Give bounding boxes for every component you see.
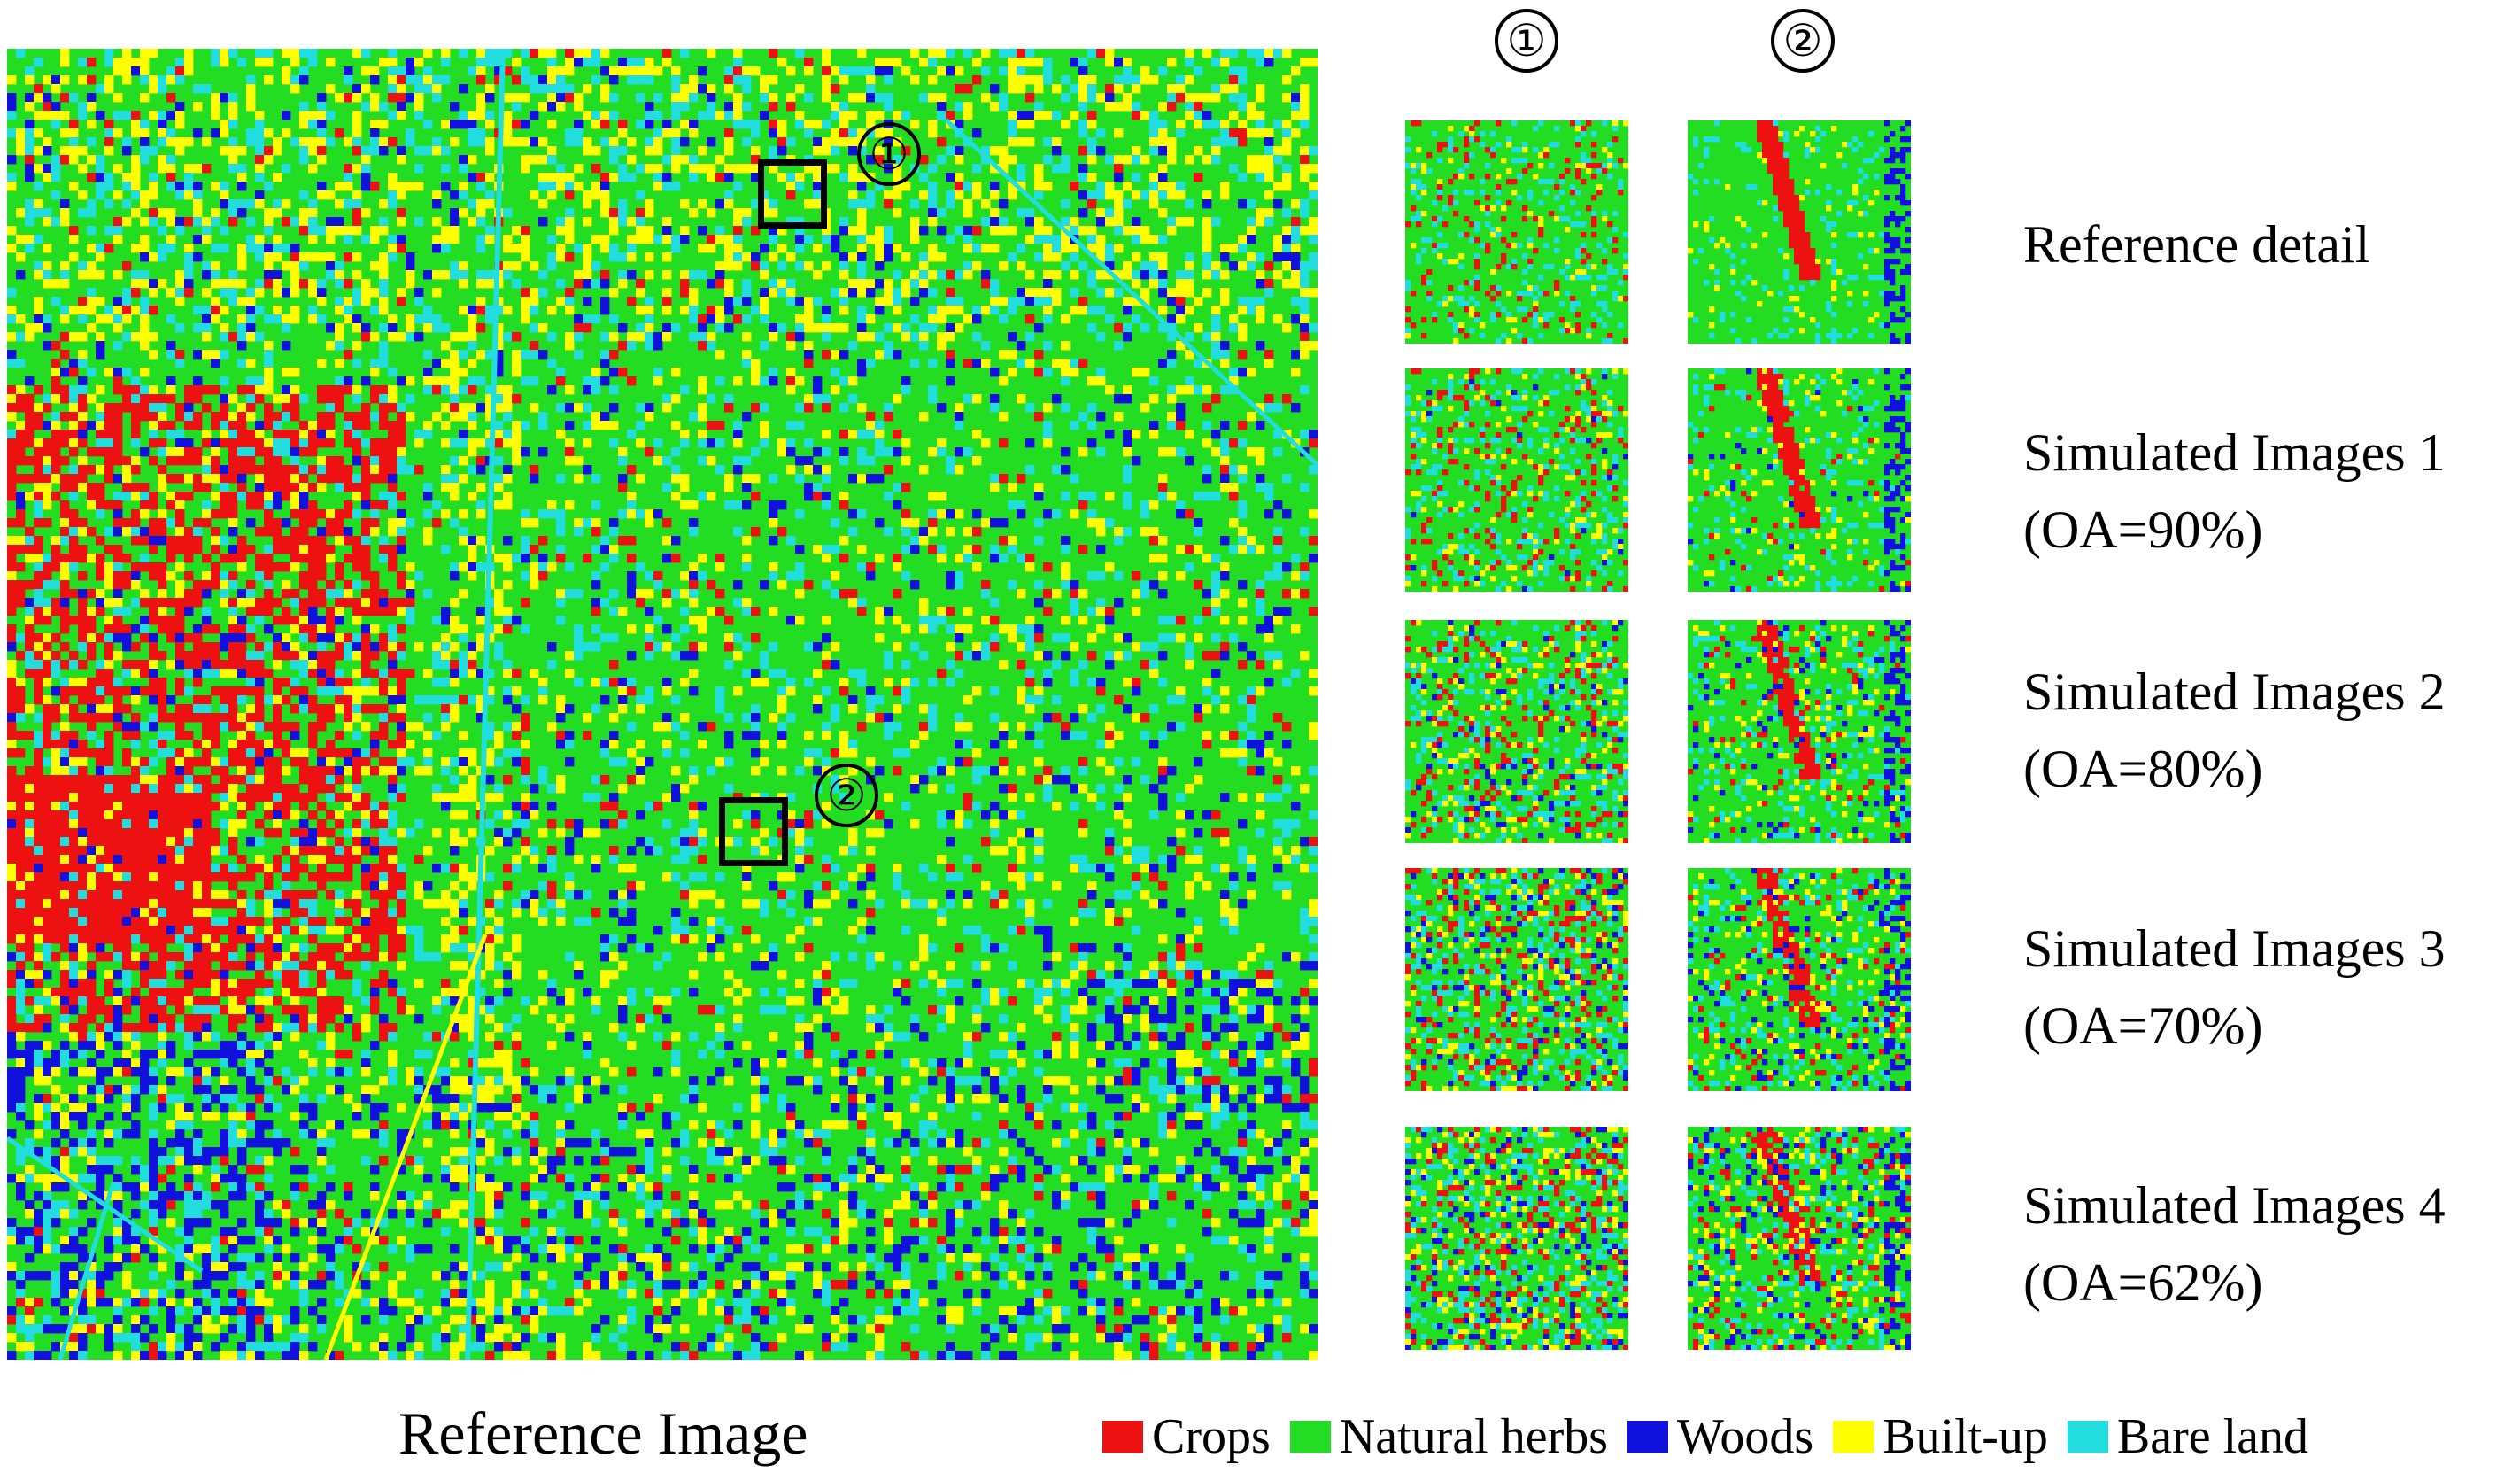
legend-swatch-woods <box>1627 1421 1669 1453</box>
row-label-simulated-2-oa: (OA=80%) <box>2023 740 2263 798</box>
detail-patch-col2-row1 <box>1688 120 1911 344</box>
legend-swatch-built-up <box>1833 1421 1875 1453</box>
legend-item-natural-herbs: Natural herbs <box>1289 1408 1609 1465</box>
detail-patch-col1-row5 <box>1405 1127 1628 1350</box>
row-label-reference-detail: Reference detail <box>2023 215 2370 274</box>
detail-patch-col1-row4 <box>1405 868 1628 1091</box>
row-label-simulated-1-oa: (OA=90%) <box>2023 500 2263 559</box>
detail-patch-col2-row5 <box>1688 1127 1911 1350</box>
legend: Crops Natural herbs Woods Built-up Bare … <box>1102 1408 2328 1465</box>
legend-item-built-up: Built-up <box>1833 1408 2048 1465</box>
legend-swatch-crops <box>1102 1421 1143 1453</box>
row-label-simulated-4-oa: (OA=62%) <box>2023 1253 2263 1312</box>
detail-patch-col1-row1 <box>1405 120 1628 344</box>
detail-patch-col1-row2 <box>1405 368 1628 592</box>
legend-swatch-bare-land <box>2067 1421 2108 1453</box>
row-label-simulated-2: Simulated Images 2 <box>2023 663 2446 721</box>
row-label-simulated-3-oa: (OA=70%) <box>2023 996 2263 1055</box>
legend-item-woods: Woods <box>1627 1408 1813 1465</box>
column-header-2: ② <box>1771 9 1835 73</box>
legend-swatch-natural-herbs <box>1289 1421 1331 1453</box>
region-box-2 <box>719 797 788 866</box>
row-label-simulated-3: Simulated Images 3 <box>2023 919 2446 978</box>
detail-patch-col2-row2 <box>1688 368 1911 592</box>
detail-patch-col2-row3 <box>1688 620 1911 843</box>
row-label-simulated-4: Simulated Images 4 <box>2023 1176 2446 1235</box>
legend-label-natural-herbs: Natural herbs <box>1339 1409 1609 1464</box>
column-header-1: ① <box>1495 9 1558 73</box>
legend-label-woods: Woods <box>1677 1409 1814 1464</box>
legend-item-bare-land: Bare land <box>2067 1408 2308 1465</box>
region-box-1 <box>758 159 827 229</box>
row-label-simulated-1: Simulated Images 1 <box>2023 423 2446 482</box>
reference-image-title: Reference Image <box>398 1399 808 1467</box>
reference-map <box>7 49 1318 1360</box>
legend-item-crops: Crops <box>1102 1408 1271 1465</box>
legend-label-bare-land: Bare land <box>2116 1409 2308 1464</box>
detail-patch-col2-row4 <box>1688 868 1911 1091</box>
detail-patch-col1-row3 <box>1405 620 1628 843</box>
region-label-2: ② <box>815 764 878 827</box>
reference-map-raster <box>7 49 1318 1360</box>
legend-label-crops: Crops <box>1152 1409 1271 1464</box>
region-label-1: ① <box>857 122 921 186</box>
legend-label-built-up: Built-up <box>1882 1409 2048 1464</box>
